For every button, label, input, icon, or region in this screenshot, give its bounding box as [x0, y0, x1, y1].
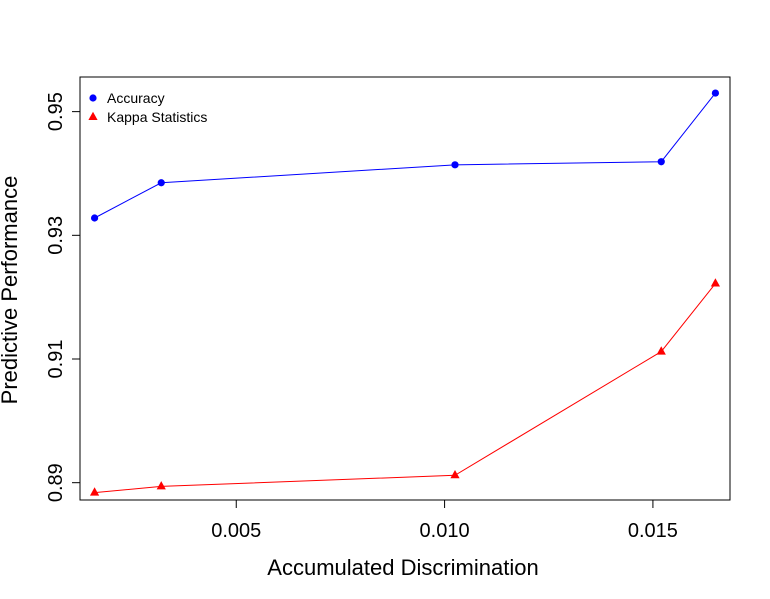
data-point — [711, 89, 720, 97]
x-tick-label: 0.010 — [420, 520, 470, 542]
legend: Accuracy Kappa Statistics — [88, 90, 207, 125]
series-layer — [89, 89, 721, 496]
data-point — [451, 161, 459, 169]
data-point — [157, 179, 165, 187]
legend-label: Kappa Statistics — [107, 109, 207, 125]
data-point — [89, 487, 100, 496]
y-axis-title: Predictive Performance — [0, 176, 22, 405]
data-point — [450, 469, 460, 479]
x-tick-label: 0.005 — [211, 520, 261, 542]
data-point — [656, 346, 666, 355]
data-point — [90, 214, 99, 222]
legend-marker — [89, 94, 97, 102]
legend-marker — [88, 111, 98, 120]
y-tick-label: 0.91 — [45, 340, 67, 379]
y-tick-label: 0.95 — [45, 92, 67, 131]
legend-label: Accuracy — [107, 90, 165, 106]
y-tick-label: 0.93 — [45, 216, 67, 255]
y-tick-label: 0.89 — [45, 463, 67, 502]
data-point — [156, 481, 166, 490]
series-line — [94, 283, 716, 494]
x-axis: 0.005 0.010 0.015 — [211, 500, 678, 542]
data-point — [710, 278, 721, 287]
data-point — [657, 158, 665, 166]
y-axis: 0.89 0.91 0.93 0.95 — [45, 92, 80, 502]
plot-frame — [79, 76, 731, 501]
x-tick-label: 0.015 — [628, 520, 678, 542]
x-axis-title: Accumulated Discrimination — [267, 555, 538, 580]
